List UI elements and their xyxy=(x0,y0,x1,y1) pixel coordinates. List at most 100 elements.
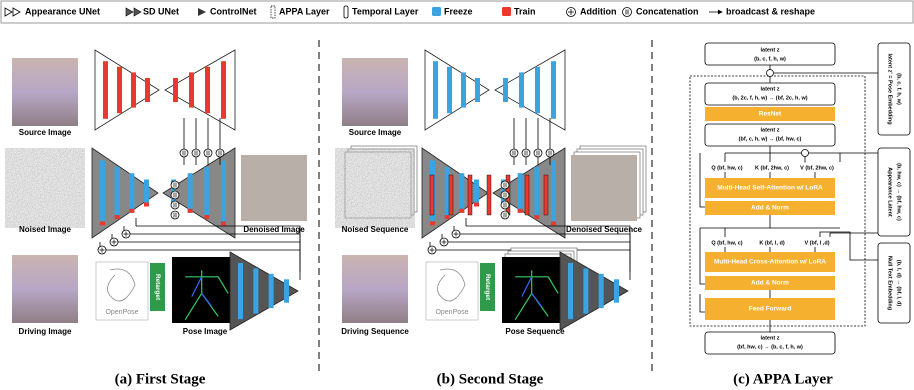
qkv-label: Q (bf, hw, c) xyxy=(711,240,742,246)
caption: (b) Second Stage xyxy=(437,371,544,387)
legend-label: SD UNet xyxy=(143,6,179,16)
edge xyxy=(725,247,815,252)
side-shape: (b, l, d) → (bf, l, d) xyxy=(896,260,902,307)
noise-image xyxy=(12,155,78,221)
layer-bar xyxy=(269,274,274,308)
side-shape: (b, hw, c) → (bf, hw, c) xyxy=(896,163,902,221)
pose-image xyxy=(172,257,238,323)
image-label: Noised Image xyxy=(19,225,72,234)
layer-bar xyxy=(461,72,466,107)
legend-label: Appearance UNet xyxy=(25,6,100,16)
layer-bar xyxy=(518,173,523,213)
noise-image xyxy=(342,155,408,221)
concat-node xyxy=(171,181,179,189)
layer-bar xyxy=(474,180,479,207)
image-label: Pose Sequence xyxy=(505,327,565,336)
layer-bar xyxy=(474,203,479,207)
layer-bar xyxy=(205,67,210,113)
figure: Appearance UNet SD UNet ControlNet APPA … xyxy=(0,0,914,390)
legend-label: APPA Layer xyxy=(279,6,330,16)
image-label: Denoised Sequence xyxy=(566,225,643,234)
side-shape: (b, c, f, h, w) xyxy=(896,73,902,105)
temporal-bar xyxy=(544,175,548,215)
layer-bar xyxy=(551,61,556,119)
edge xyxy=(770,65,878,83)
openpose-label: OpenPose xyxy=(105,309,138,316)
layer-bar xyxy=(535,67,540,113)
layer-bar xyxy=(433,61,438,119)
layer-bar xyxy=(103,61,108,119)
legend-label: Temporal Layer xyxy=(352,6,419,16)
legend-label: ControlNet xyxy=(210,6,257,16)
layer-bar xyxy=(100,221,105,225)
legend: Appearance UNet SD UNet ControlNet APPA … xyxy=(1,1,913,23)
layer-bar xyxy=(129,209,134,213)
concat-node xyxy=(510,149,518,157)
concat-node xyxy=(171,201,179,209)
pose-image xyxy=(502,257,568,323)
block-label: ResNet xyxy=(759,111,782,118)
layer-bar xyxy=(475,78,480,102)
layer-bar xyxy=(131,72,136,107)
box-shape: (bf, hw, c) → (b, c, f, h, w) xyxy=(737,344,803,350)
caption: (c) APPA Layer xyxy=(733,371,833,387)
qkv-label: K (bf, l, d) xyxy=(759,240,785,246)
concat-node xyxy=(180,149,188,157)
legend-label: Addition xyxy=(580,6,617,16)
legend-label: Freeze xyxy=(444,6,473,16)
edge xyxy=(700,215,878,284)
concat-node xyxy=(501,211,509,219)
layer-bar xyxy=(518,209,523,213)
layer-bar xyxy=(503,78,508,102)
layer-bar xyxy=(129,173,134,213)
layer-bar xyxy=(253,268,258,313)
block-label: Add & Norm xyxy=(751,280,789,287)
temporal-bar xyxy=(430,175,434,215)
layer-bar xyxy=(221,161,226,226)
layer-bar xyxy=(221,61,226,119)
photo xyxy=(342,58,408,126)
concat-node xyxy=(501,181,509,189)
qkv-label: K (bf, 2hw, c) xyxy=(755,165,789,171)
qkv-label: V (bf, 2hw, c) xyxy=(800,165,834,171)
layer-bar xyxy=(599,274,604,308)
legend-label: Train xyxy=(514,6,536,16)
layer-bar xyxy=(173,78,178,102)
box-shape: (b, c, f, h, w) xyxy=(754,56,786,62)
layer-bar xyxy=(221,221,226,225)
retarget-label: Retarget xyxy=(484,274,491,301)
image-label: Source Image xyxy=(349,128,402,137)
side-title: Null Text Embedding xyxy=(887,256,893,310)
side-box xyxy=(878,148,910,236)
box-title: latent z xyxy=(761,127,780,133)
layer-bar xyxy=(614,279,619,302)
layer-bar xyxy=(188,173,193,213)
concat-node xyxy=(501,191,509,199)
icon-train xyxy=(502,7,511,16)
box-title: latent z xyxy=(761,86,780,92)
edge xyxy=(725,172,815,178)
layer-bar xyxy=(115,167,120,219)
panel-c: latent z (b, c, f, h, w) latent z (b, 2c… xyxy=(690,43,910,387)
layer-bar xyxy=(117,67,122,113)
layer-bar xyxy=(100,161,105,226)
layer-bar xyxy=(568,263,573,319)
layer-bar xyxy=(145,78,150,102)
icon-freeze xyxy=(432,7,441,16)
photo xyxy=(241,155,307,221)
panel-b: Source ImageNoised SequenceDenoised Sequ… xyxy=(341,50,646,387)
concat-node xyxy=(767,70,774,77)
layer-bar xyxy=(583,268,588,313)
openpose-label: OpenPose xyxy=(435,309,468,316)
block-label: Add & Norm xyxy=(751,205,789,212)
concat-node xyxy=(802,150,809,157)
box-title: latent z xyxy=(761,47,780,53)
block-label: Multi-Head Self-Attention w/ LoRA xyxy=(717,185,823,192)
image-label: Driving Image xyxy=(19,327,72,336)
concat-node xyxy=(171,191,179,199)
concat-node xyxy=(204,149,212,157)
layer-bar xyxy=(238,263,243,319)
photo xyxy=(12,58,78,126)
layer-bar xyxy=(534,167,539,219)
side-box xyxy=(878,243,910,323)
